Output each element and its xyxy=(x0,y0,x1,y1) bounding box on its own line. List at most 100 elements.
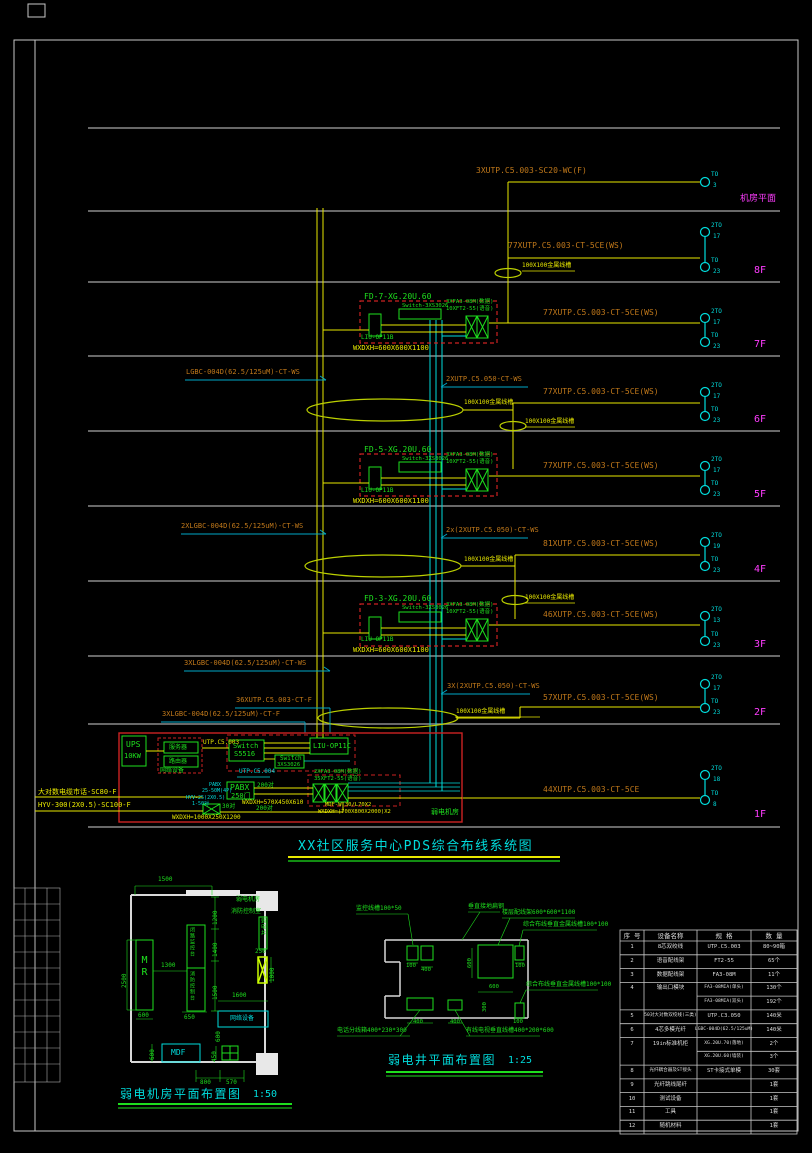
riser-voice-2f: 3X(2XUTP.C5.050)-CT-WS xyxy=(447,682,540,690)
mr-rack-label: MR xyxy=(139,955,150,979)
tray-label: 100X100金属线槽 xyxy=(456,708,506,715)
floor-label-8f: 8F xyxy=(754,265,767,276)
roof-cable-label: 3XUTP.C5.003-SC20-WC(F) xyxy=(476,166,587,175)
riser-voice-4f: 2x(2XUTP.C5.050)-CT-WS xyxy=(446,526,539,534)
bom-cell: 测试设备 xyxy=(659,1095,682,1102)
room-plan-title: 弱电机房平面布置图 xyxy=(120,1087,242,1101)
mdf-size-label: WXDXH=(700X800X2000)X2 xyxy=(318,809,391,815)
fd5-liu-label: LIU-OP11B xyxy=(361,487,394,494)
dim-650: 650 xyxy=(184,1014,195,1021)
bom-cell: 1套 xyxy=(769,1123,779,1130)
bom-cell: LGBC-004D(62.5/125uM) xyxy=(694,1026,754,1032)
cable-label-3f: 46XUTP.C5.003-CT-5CE(WS) xyxy=(543,610,659,619)
dim-1400: 1400 xyxy=(212,942,219,957)
floor-label-1f: 1F xyxy=(754,809,767,820)
fd7-size: WXDXH=600X600X1100 xyxy=(353,344,429,352)
bom-header: 序 号 xyxy=(623,932,641,940)
dim-1500: 1500 xyxy=(158,876,173,883)
liu-1f-label: LIU-OP11C xyxy=(313,742,351,750)
dim-1500b: 1500 xyxy=(212,985,219,1000)
bom-cell: XG.20U.70(落地) xyxy=(704,1040,744,1046)
cable-label-6f: 77XUTP.C5.003-CT-5CE(WS) xyxy=(543,387,659,396)
dim-600b: 600 xyxy=(215,1031,222,1042)
bom-cell: 3个 xyxy=(769,1054,779,1061)
shaft-plan-scale: 1:25 xyxy=(508,1055,533,1066)
pairs-200b: 200对 xyxy=(256,805,273,812)
dim-800: 800 xyxy=(200,1079,211,1086)
dim-1600: 1600 xyxy=(232,992,247,999)
floor-label-3f: 3F xyxy=(754,639,767,650)
bom-cell: 30套 xyxy=(767,1068,781,1075)
bom-cell: 5 xyxy=(630,1012,634,1019)
riser-fiber-4f: 2XLGBC-004D(62.5/125uM)-CT-WS xyxy=(181,522,304,530)
incoming-trunk-label: 大对数电缆市话-SC80-F xyxy=(38,788,117,796)
hyv-pairs-label: 1-50对 xyxy=(192,801,210,807)
server-label: 服务器 xyxy=(169,744,188,751)
bom-cell: 130个 xyxy=(766,985,782,992)
pairs-30: 30对 xyxy=(222,803,236,810)
riser-voice-6f: 2XUTP.C5.050-CT-WS xyxy=(446,375,522,383)
tray-label: 100X100金属线槽 xyxy=(464,556,514,563)
dim-600a: 600 xyxy=(138,1012,149,1019)
bom-cell: 10 xyxy=(628,1095,636,1102)
to-num: 18 xyxy=(713,776,721,783)
fd5-title: FD-5-XG.20U.60 xyxy=(364,445,432,454)
switch1-label: Switch xyxy=(233,742,259,750)
bom-cell: 8芯双绞线 xyxy=(657,944,684,950)
to-label: 2TO xyxy=(711,456,722,463)
roof-floor-label: 机房平面 xyxy=(740,194,777,204)
cctv-console-label: 闭路监控台 xyxy=(189,927,195,957)
ups-power-label: 10KW xyxy=(124,752,141,760)
bom-cell: 1套 xyxy=(769,1095,779,1102)
cable-label-2f: 57XUTP.C5.003-CT-5CE(WS) xyxy=(543,693,659,702)
bom-cell: 11 xyxy=(628,1109,636,1116)
pabx-capacity: 250门 xyxy=(231,792,251,800)
switch1-model: S5516 xyxy=(234,750,256,758)
to-num: 23 xyxy=(713,567,721,574)
bom-cell: 8 xyxy=(630,1068,634,1075)
to-num: 19 xyxy=(713,543,721,550)
to-num: 17 xyxy=(713,685,721,692)
pabx-label: PABX xyxy=(230,783,250,792)
floor-lines xyxy=(88,127,780,828)
to-num: 23 xyxy=(713,709,721,716)
floor-label-7f: 7F xyxy=(754,339,767,350)
dim-570: 570 xyxy=(226,1079,237,1086)
main-title-underline xyxy=(288,856,560,862)
shaft-plan-title: 弱电井平面布置图 xyxy=(388,1053,497,1067)
bom-cell: 光纤耦合器及ST接头 xyxy=(649,1068,692,1074)
fd7-patch1: 3XFA3-08M(数据) xyxy=(446,299,494,305)
fd5-patch1: 3XFA3-08M(数据) xyxy=(446,452,494,458)
cable-label-4f: 81XUTP.C5.003-CT-5CE(WS) xyxy=(543,539,659,548)
dim-1200: 1200 xyxy=(212,910,219,925)
bom-cell: 1 xyxy=(630,944,634,950)
room-name-label: 弱电机房 xyxy=(431,808,459,816)
to-label: 2TO xyxy=(711,765,722,772)
to-label: TO xyxy=(711,257,719,264)
utp-c5004-label: UTP.C5.004 xyxy=(239,768,276,775)
roof-to-label: TO xyxy=(711,171,719,178)
fd-cabinets xyxy=(323,300,498,647)
to-label: TO xyxy=(711,698,719,705)
fd7-title: FD-7-XG.20U.60 xyxy=(364,292,432,301)
hyv-cable-label: HYV-25(2X0.5) xyxy=(186,795,226,801)
riser-utp-f-2f: 36XUTP.C5.003-CT-F xyxy=(236,696,312,704)
shaft-dim: 600 xyxy=(489,984,499,990)
bom-header: 数 量 xyxy=(765,932,783,940)
to-label: 2TO xyxy=(711,606,722,613)
dim-450: 450 xyxy=(211,1051,218,1062)
bom-cell: 4 xyxy=(630,985,634,992)
to-num: 23 xyxy=(713,343,721,350)
room-plan-scale: 1:50 xyxy=(253,1089,278,1100)
bom-cell: FA3-08MIA(单头) xyxy=(704,985,744,991)
bom-cell: 2个 xyxy=(769,1040,779,1047)
floor-label-4f: 4F xyxy=(754,564,767,575)
cable-label-8f: 77XUTP.C5.003-CT-5CE(WS) xyxy=(508,241,624,250)
ft-patch-label: 35XFT2-55(语音) xyxy=(314,776,362,782)
shaft-dim: 100 xyxy=(515,963,525,969)
fd5-patch2: 10XFT2-55(语音) xyxy=(446,459,494,465)
shaft-dim: 400 xyxy=(450,1019,460,1025)
switch2-model: 3XS3026 xyxy=(277,762,301,768)
to-num: 23 xyxy=(713,417,721,424)
